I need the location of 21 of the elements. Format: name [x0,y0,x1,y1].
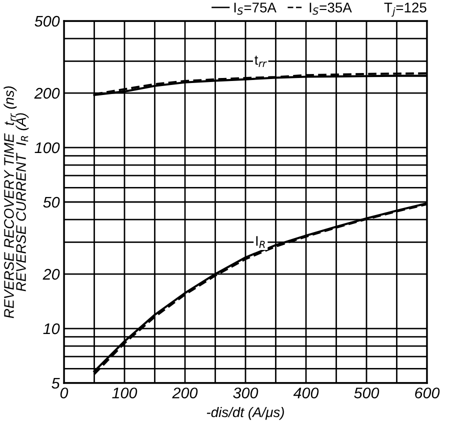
x-tick-label: 400 [293,388,319,398]
x-tick-label: 100 [112,388,138,398]
x-axis-title: -dis/dt (A/μs) [206,406,284,420]
x-tick-label: 600 [415,388,440,398]
y-tick-label: 10 [43,323,60,334]
y-tick-label: 50 [43,196,60,208]
y-tick-label: 100 [34,142,60,154]
legend-label: I$_{S}$=75A [234,2,276,15]
x-tick-label: 200 [172,388,198,398]
annotation: t$_{rr}$ [254,56,267,67]
x-tick-label: 500 [354,388,380,398]
legend-label: I$_{S}$=35A [310,2,352,15]
x-tick-label: 300 [233,388,258,398]
text: T$_{j}$=125 [384,2,426,17]
y-tick-label: 200 [34,88,60,99]
y-tick-label: 500 [34,16,60,27]
y-tick-label: 20 [42,268,60,280]
text: REVERSE RECOVERY TIME t$_{rr}$ (ns) REVERSE CURRENT I$_{R}$ (A) [4,86,29,318]
y-tick-label: 5 [52,378,60,389]
x-tick-label: 0 [60,388,68,398]
annotation: I$_{R}$ [256,236,265,248]
